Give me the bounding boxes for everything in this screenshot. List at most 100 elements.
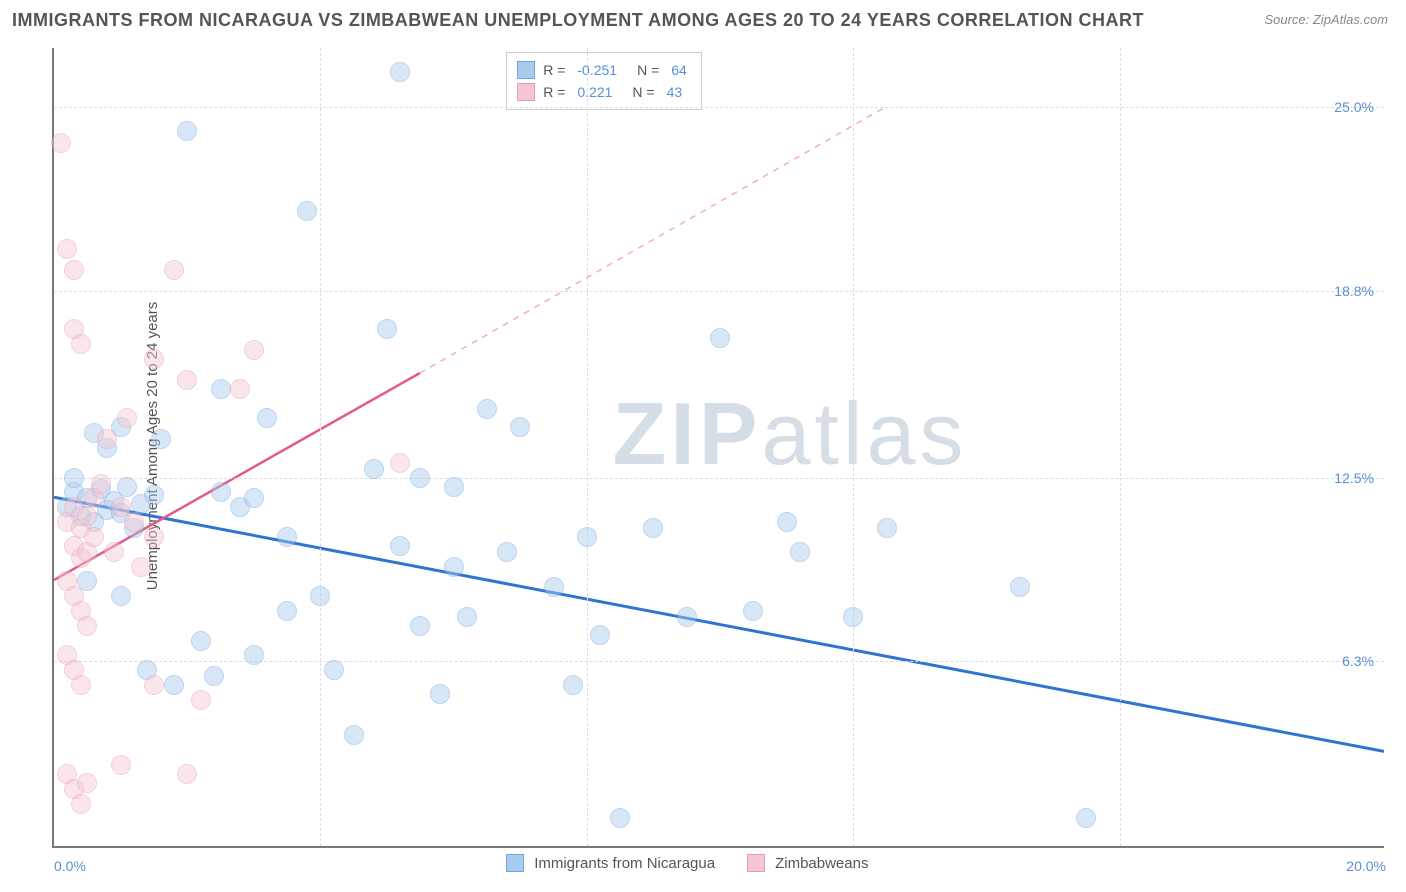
data-point <box>297 201 317 221</box>
watermark: ZIPatlas <box>613 383 968 485</box>
watermark-bold: ZIP <box>613 384 762 483</box>
chart-title: IMMIGRANTS FROM NICARAGUA VS ZIMBABWEAN … <box>12 10 1144 31</box>
trend-lines-layer <box>54 48 1384 846</box>
legend-row: R = -0.251 N = 64 <box>517 59 691 81</box>
legend-r-label: R = <box>543 59 565 81</box>
series-legend: Immigrants from Nicaragua Zimbabweans <box>506 854 890 872</box>
data-point <box>111 586 131 606</box>
legend-swatch <box>517 61 535 79</box>
legend-series-label: Immigrants from Nicaragua <box>534 855 715 872</box>
data-point <box>324 660 344 680</box>
data-point <box>590 625 610 645</box>
data-point <box>277 527 297 547</box>
data-point <box>117 477 137 497</box>
data-point <box>790 542 810 562</box>
data-point <box>1010 577 1030 597</box>
data-point <box>131 557 151 577</box>
legend-n-value: 43 <box>663 81 687 103</box>
legend-row: R = 0.221 N = 43 <box>517 81 691 103</box>
gridline-vertical <box>853 48 854 846</box>
data-point <box>877 518 897 538</box>
data-point <box>104 542 124 562</box>
legend-r-label: R = <box>543 81 565 103</box>
data-point <box>71 334 91 354</box>
data-point <box>544 577 564 597</box>
plot-area: ZIPatlas R =-0.251N =64R =0.221N =43 Imm… <box>52 48 1384 848</box>
data-point <box>230 379 250 399</box>
gridline-vertical <box>320 48 321 846</box>
y-tick-label: 25.0% <box>1334 99 1374 115</box>
data-point <box>390 536 410 556</box>
data-point <box>124 512 144 532</box>
legend-swatch <box>747 854 765 872</box>
data-point <box>164 260 184 280</box>
data-point <box>430 684 450 704</box>
watermark-light: atlas <box>762 384 968 483</box>
data-point <box>577 527 597 547</box>
data-point <box>144 485 164 505</box>
data-point <box>177 370 197 390</box>
data-point <box>244 645 264 665</box>
data-point <box>743 601 763 621</box>
data-point <box>244 488 264 508</box>
x-tick-label: 0.0% <box>54 858 86 874</box>
legend-r-value: 0.221 <box>573 81 616 103</box>
data-point <box>510 417 530 437</box>
legend-swatch <box>506 854 524 872</box>
data-point <box>457 607 477 627</box>
legend-n-label: N = <box>632 81 654 103</box>
data-point <box>71 675 91 695</box>
legend-n-value: 64 <box>667 59 691 81</box>
gridline-horizontal <box>54 107 1384 108</box>
correlation-legend: R =-0.251N =64R =0.221N =43 <box>506 52 702 110</box>
data-point <box>377 319 397 339</box>
gridline-horizontal <box>54 291 1384 292</box>
data-point <box>144 527 164 547</box>
data-point <box>677 607 697 627</box>
data-point <box>777 512 797 532</box>
data-point <box>164 675 184 695</box>
data-point <box>257 408 277 428</box>
data-point <box>444 477 464 497</box>
data-point <box>277 601 297 621</box>
data-point <box>477 399 497 419</box>
data-point <box>77 773 97 793</box>
data-point <box>177 764 197 784</box>
data-point <box>211 482 231 502</box>
data-point <box>191 631 211 651</box>
data-point <box>344 725 364 745</box>
data-point <box>91 474 111 494</box>
data-point <box>497 542 517 562</box>
data-point <box>177 121 197 141</box>
legend-series-label: Zimbabweans <box>775 855 868 872</box>
y-tick-label: 6.3% <box>1342 653 1374 669</box>
data-point <box>64 260 84 280</box>
x-tick-label: 20.0% <box>1346 858 1386 874</box>
data-point <box>64 468 84 488</box>
data-point <box>410 468 430 488</box>
data-point <box>111 755 131 775</box>
data-point <box>97 429 117 449</box>
data-point <box>51 133 71 153</box>
legend-swatch <box>517 83 535 101</box>
data-point <box>410 616 430 636</box>
trend-line-extrapolated <box>420 107 886 373</box>
data-point <box>191 690 211 710</box>
data-point <box>364 459 384 479</box>
data-point <box>204 666 224 686</box>
legend-r-value: -0.251 <box>573 59 621 81</box>
data-point <box>144 349 164 369</box>
trend-line <box>54 497 1384 751</box>
data-point <box>57 239 77 259</box>
gridline-vertical <box>587 48 588 846</box>
data-point <box>211 379 231 399</box>
data-point <box>444 557 464 577</box>
gridline-horizontal <box>54 478 1384 479</box>
legend-n-label: N = <box>637 59 659 81</box>
data-point <box>563 675 583 695</box>
gridline-vertical <box>1120 48 1121 846</box>
data-point <box>71 794 91 814</box>
data-point <box>390 453 410 473</box>
data-point <box>310 586 330 606</box>
data-point <box>144 675 164 695</box>
